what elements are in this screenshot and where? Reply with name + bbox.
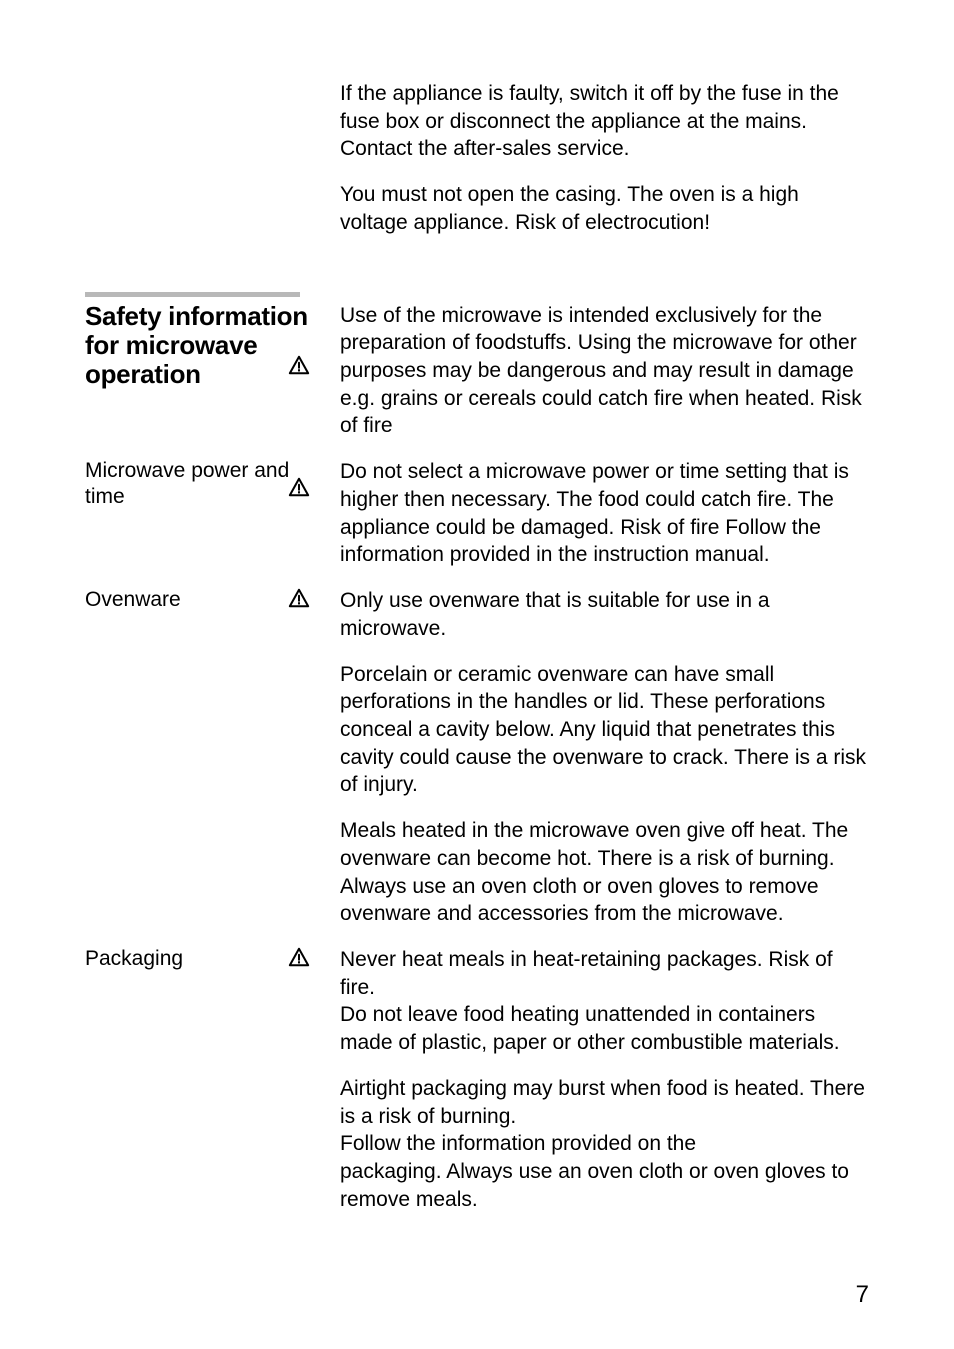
manual-page: If the appliance is faulty, switch it of…	[0, 0, 954, 1349]
body-paragraph: Porcelain or ceramic ovenware can have s…	[340, 661, 869, 800]
warning-icon	[288, 354, 310, 376]
section-left: Safety informationfor microwaveoperation	[85, 302, 340, 441]
body-paragraph: Airtight packaging may burst when food i…	[340, 1075, 869, 1214]
body-paragraph: Use of the microwave is intended exclusi…	[340, 302, 869, 441]
section-safety: Safety informationfor microwaveoperation…	[85, 302, 869, 441]
section-body: Do not select a microwave power or time …	[340, 458, 869, 569]
section-body: Only use ovenware that is suitable for u…	[340, 587, 869, 928]
body-paragraph: Only use ovenware that is suitable for u…	[340, 587, 869, 642]
sections-container: Safety informationfor microwaveoperation…	[85, 302, 869, 1214]
section-rule	[85, 292, 300, 297]
intro-paragraph-2: You must not open the casing. The oven i…	[340, 181, 869, 236]
section-left: Ovenware	[85, 587, 340, 928]
section-packaging: Packaging Never heat meals in heat-retai…	[85, 946, 869, 1213]
warning-icon	[288, 476, 310, 498]
section-power-time: Microwave power andtime Do not select a …	[85, 458, 869, 569]
page-number: 7	[856, 1281, 869, 1309]
section-left: Packaging	[85, 946, 340, 1213]
section-body: Use of the microwave is intended exclusi…	[340, 302, 869, 441]
body-paragraph: Never heat meals in heat-retaining packa…	[340, 946, 869, 1057]
warning-icon	[288, 946, 310, 968]
body-paragraph: Meals heated in the microwave oven give …	[340, 817, 869, 928]
section-ovenware: Ovenware Only use ovenware that is suita…	[85, 587, 869, 928]
intro-paragraph-1: If the appliance is faulty, switch it of…	[340, 80, 869, 163]
section-left: Microwave power andtime	[85, 458, 340, 569]
body-paragraph: Do not select a microwave power or time …	[340, 458, 869, 569]
section-body: Never heat meals in heat-retaining packa…	[340, 946, 869, 1213]
section-title: Safety informationfor microwaveoperation	[85, 302, 340, 389]
warning-icon	[288, 587, 310, 609]
